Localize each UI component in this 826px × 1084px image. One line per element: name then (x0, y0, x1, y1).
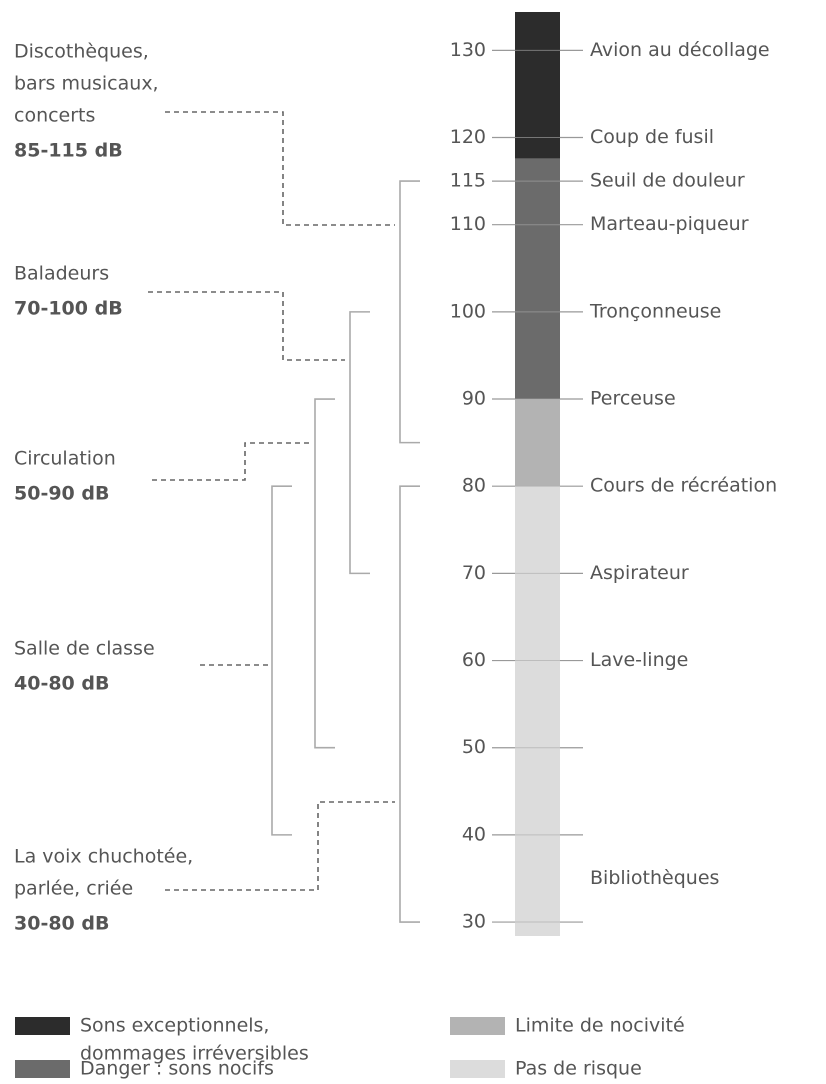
range-bracket (399, 180, 420, 444)
legend-swatch (15, 1017, 70, 1035)
legend-label: Sons exceptionnels, (80, 1015, 269, 1037)
source-label: Perceuse (590, 388, 676, 410)
source-label: Cours de récréation (590, 475, 777, 497)
legend-swatch (450, 1017, 505, 1035)
group-range: 40-80 dB (14, 673, 109, 695)
legend-label: dommages irréversibles (80, 1043, 309, 1065)
group-label: Circulation (14, 448, 116, 470)
tick-label: 30 (462, 911, 486, 933)
legend-swatch (450, 1060, 505, 1078)
source-label: Avion au décollage (590, 39, 770, 61)
group-label: Baladeurs (14, 263, 109, 285)
tick-label: 110 (450, 213, 486, 235)
scale-segment (515, 399, 560, 487)
tick-label: 130 (450, 39, 486, 61)
source-label: Bibliothèques (590, 867, 719, 889)
scale-segment (515, 158, 560, 400)
group-label: La voix chuchotée, (14, 846, 193, 868)
group-label: parlée, criée (14, 878, 133, 900)
source-label: Tronçonneuse (589, 300, 721, 322)
tick-label: 80 (462, 475, 486, 497)
group-label: bars musicaux, (14, 73, 159, 95)
scale-segment (515, 486, 560, 936)
source-label: Seuil de douleur (590, 170, 745, 192)
group-range: 70-100 dB (14, 298, 123, 320)
tick-label: 40 (462, 823, 486, 845)
tick-label: 120 (450, 126, 486, 148)
range-bracket (399, 485, 420, 923)
tick-label: 70 (462, 562, 486, 584)
group-label: concerts (14, 105, 95, 127)
tick-label: 100 (450, 300, 486, 322)
connector (152, 442, 310, 481)
group-label: Discothèques, (14, 41, 149, 63)
range-bracket (349, 311, 370, 575)
source-label: Coup de fusil (590, 126, 714, 148)
connector (148, 291, 345, 361)
connector (165, 111, 395, 226)
source-label: Marteau-piqueur (590, 213, 749, 235)
legend-swatch (15, 1060, 70, 1078)
source-label: Aspirateur (590, 562, 689, 584)
tick-label: 90 (462, 388, 486, 410)
range-bracket (314, 398, 335, 749)
tick-label: 115 (450, 170, 486, 192)
connectors (148, 111, 395, 891)
legend-label: Pas de risque (515, 1058, 642, 1080)
group-range: 85-115 dB (14, 140, 123, 162)
group-label: Salle de classe (14, 638, 155, 660)
scale-segment (515, 12, 560, 159)
connector (165, 801, 395, 891)
legend-label: Limite de nocivité (515, 1015, 685, 1037)
tick-label: 50 (462, 736, 486, 758)
group-range: 50-90 dB (14, 483, 109, 505)
range-bracket (271, 485, 292, 836)
source-label: Lave-linge (590, 649, 688, 671)
group-range: 30-80 dB (14, 913, 109, 935)
tick-label: 60 (462, 649, 486, 671)
legend-label: Danger : sons nocifs (80, 1058, 274, 1080)
